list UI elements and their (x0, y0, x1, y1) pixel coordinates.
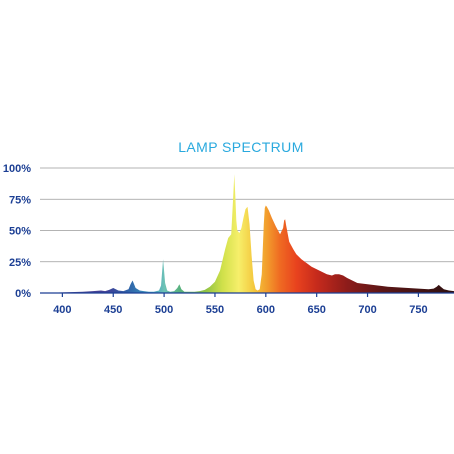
axes: 0% 25% 50% 75% 100% 400 450 500 550 600 650 700 750 (3, 163, 454, 316)
x-tick-label: 550 (206, 304, 224, 316)
x-tick-label: 650 (307, 304, 325, 316)
spectrum-area (42, 174, 454, 293)
chart-title: LAMP SPECTRUM (178, 139, 304, 155)
x-tick-label: 450 (104, 304, 122, 316)
x-tick-label: 400 (53, 304, 71, 316)
y-tick-label: 0% (15, 288, 31, 300)
x-tick-label: 700 (358, 304, 376, 316)
y-tick-label: 50% (9, 226, 31, 238)
x-tick-label: 500 (155, 304, 173, 316)
y-tick-label: 75% (9, 194, 31, 206)
spectrum-series-area (42, 174, 454, 293)
x-tick-label: 750 (409, 304, 427, 316)
x-tick-label: 600 (257, 304, 275, 316)
y-tick-label: 100% (3, 163, 31, 175)
y-tick-label: 25% (9, 257, 31, 269)
